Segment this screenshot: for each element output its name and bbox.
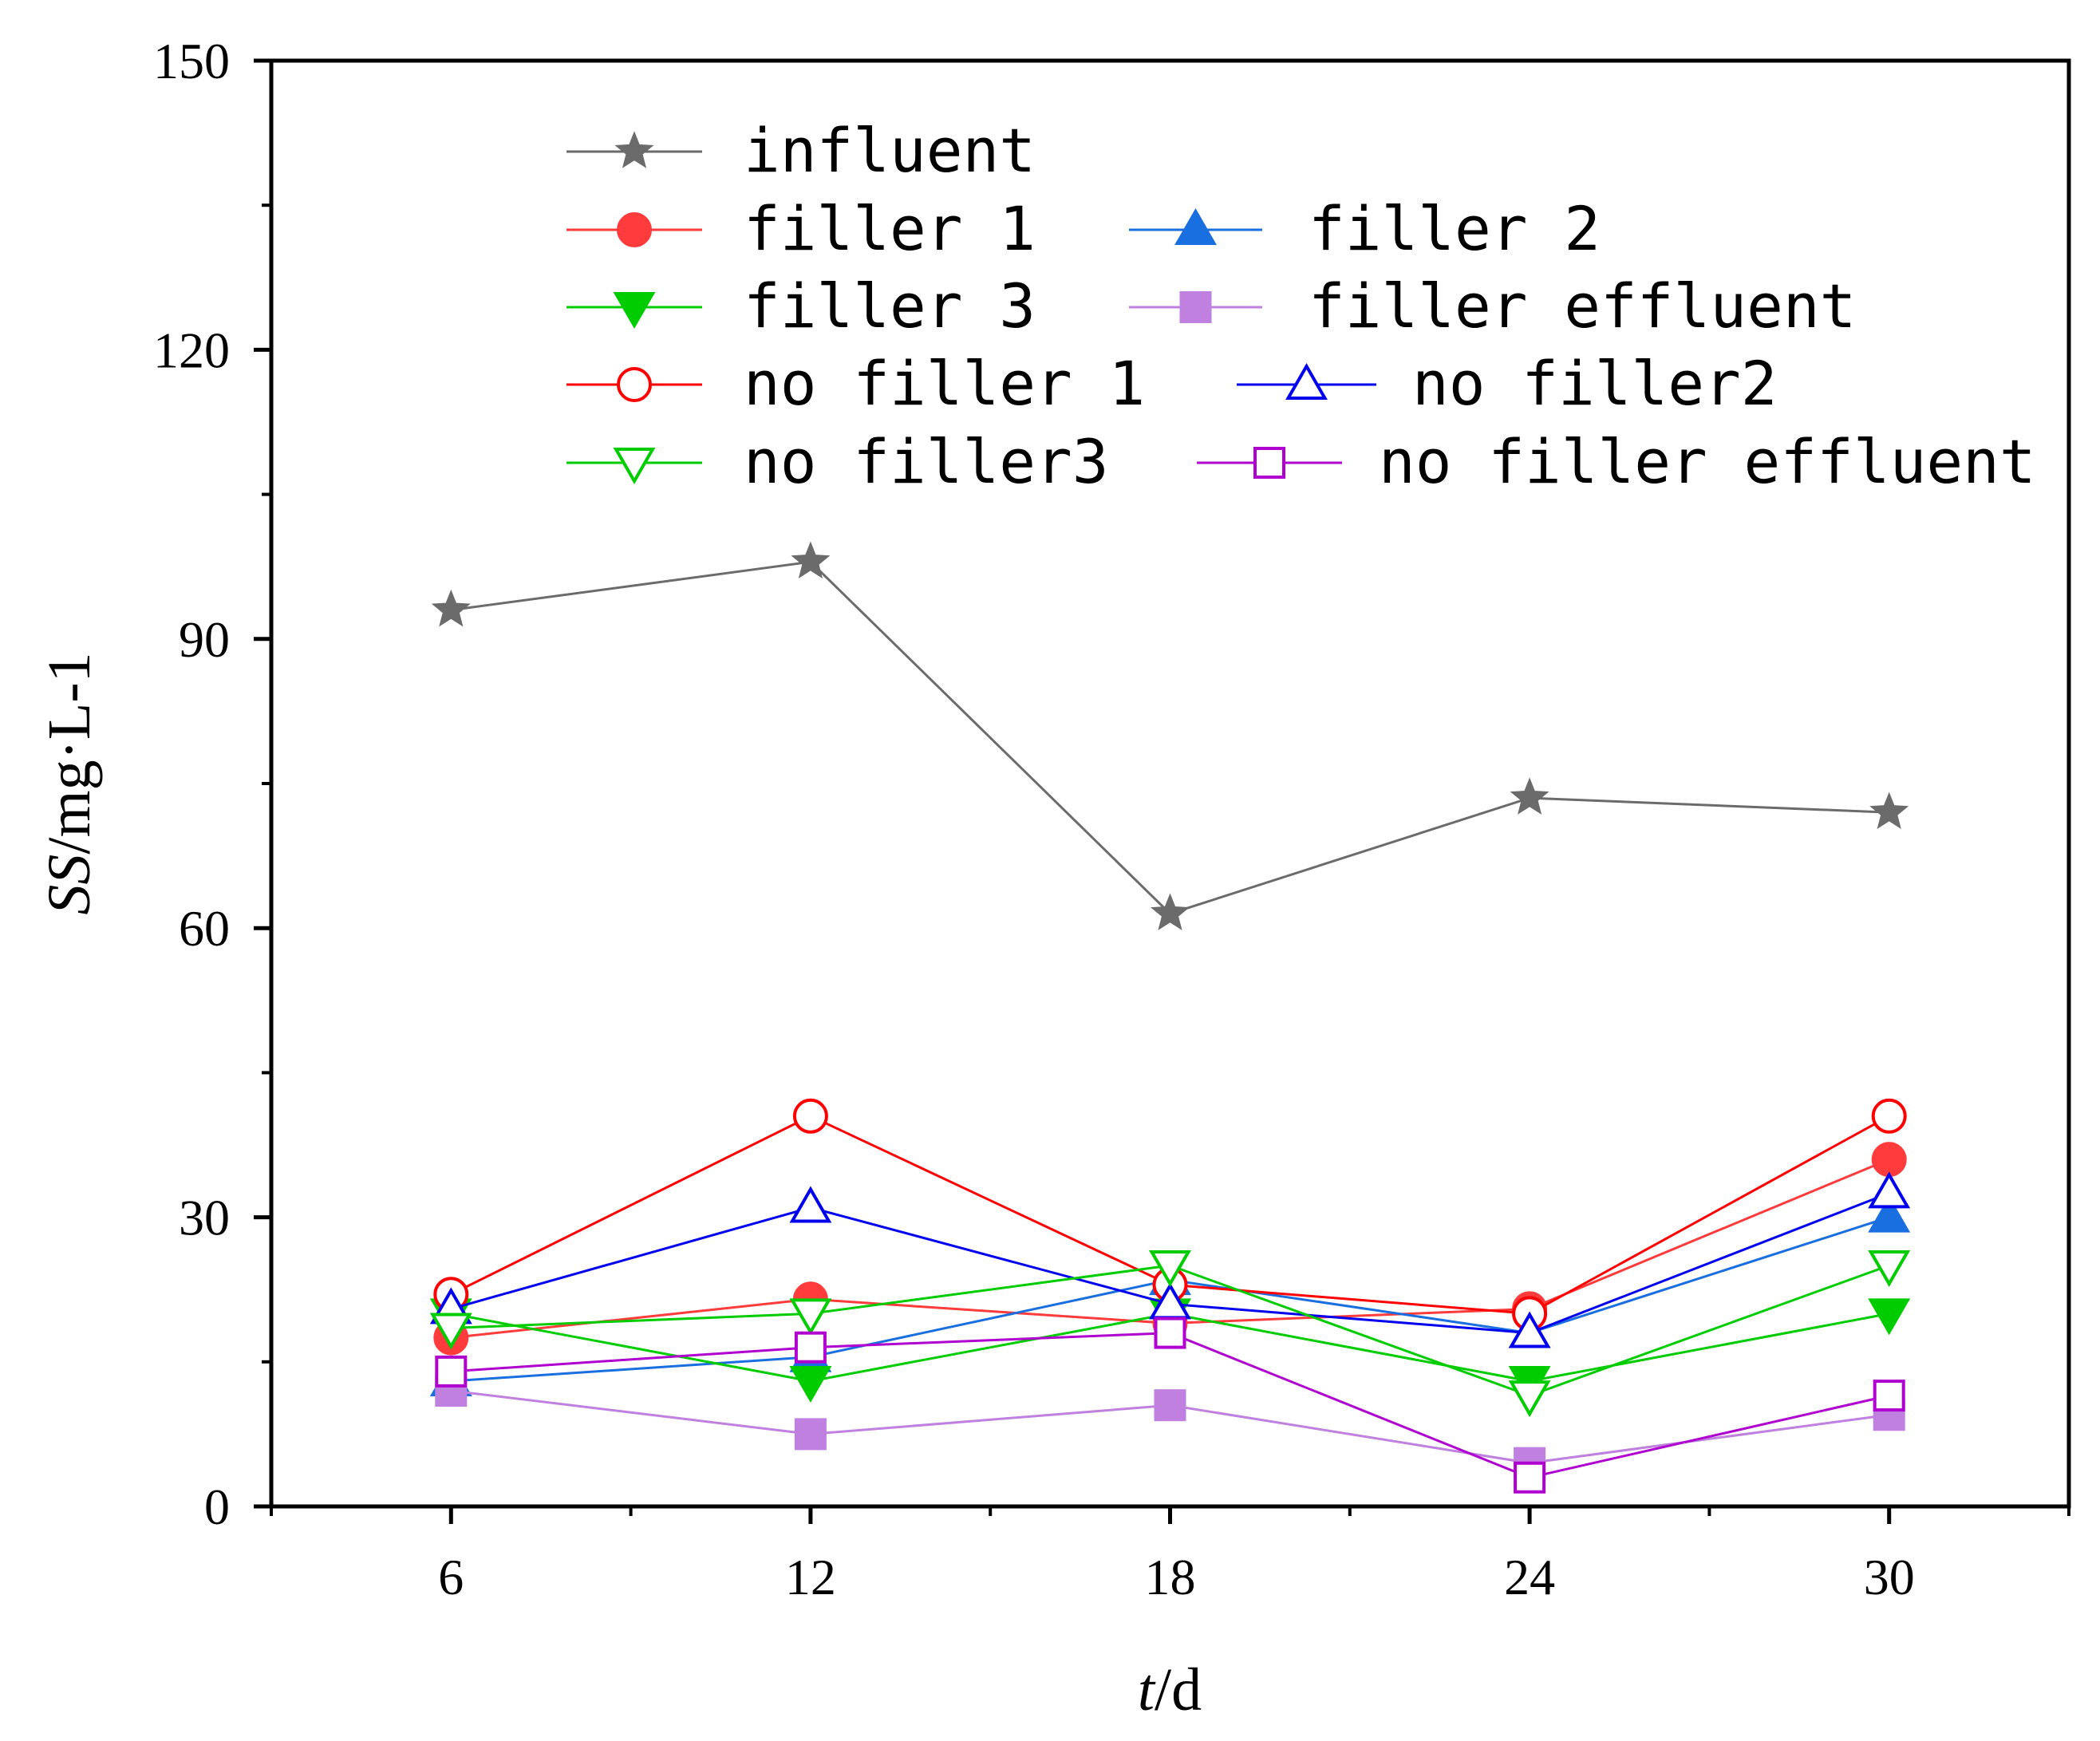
y-axis-title-italic: SS xyxy=(36,855,103,915)
legend-marker-influent xyxy=(614,131,654,168)
data-point-influent xyxy=(431,589,471,627)
x-tick-label: 30 xyxy=(1864,1549,1915,1605)
legend-entry-no-filler3: no filler3 xyxy=(566,426,1109,497)
legend-entry-influent: influent xyxy=(566,115,1036,186)
x-axis: 6 12 18 24 30 xyxy=(270,1506,2070,1605)
y-tick-label: 120 xyxy=(153,322,230,378)
data-point-no-filler-effluent xyxy=(1873,1380,1905,1412)
legend-entry-no-filler2: no filler2 xyxy=(1237,348,1778,419)
data-point-no-filler-effluent xyxy=(1514,1461,1546,1494)
legend-label-filler-2: filler 2 xyxy=(1309,193,1601,264)
series-no-filler3 xyxy=(429,1250,1911,1418)
x-tick-label: 18 xyxy=(1145,1549,1196,1605)
data-point-no-filler-1 xyxy=(792,1098,828,1134)
legend-entry-filler-effluent: filler effluent xyxy=(1129,270,1856,341)
data-point-influent xyxy=(1510,777,1549,815)
series-influent xyxy=(431,541,1909,930)
data-point-no-filler-effluent xyxy=(794,1331,827,1364)
data-point-filler-effluent xyxy=(794,1418,827,1451)
data-point-no-filler2 xyxy=(1508,1311,1551,1348)
series-line-influent xyxy=(451,560,1889,915)
legend-label-no-filler-1: no filler 1 xyxy=(744,348,1145,419)
legend-marker-filler-2 xyxy=(1174,207,1217,245)
data-point-no-filler3 xyxy=(1868,1250,1911,1288)
x-axis-title-italic: t xyxy=(1138,1656,1156,1723)
y-axis: 0 30 60 90 120 150 xyxy=(153,33,271,1535)
data-point-no-filler3 xyxy=(789,1298,832,1336)
data-point-influent xyxy=(1151,893,1190,930)
legend-label-filler-3: filler 3 xyxy=(744,270,1036,341)
data-point-no-filler-effluent xyxy=(1154,1317,1186,1349)
data-point-influent xyxy=(1869,792,1909,830)
y-axis-title-rest: /mg·L-1 xyxy=(36,652,103,854)
x-axis-title-rest: /d xyxy=(1155,1656,1202,1723)
legend-label-no-filler2: no filler2 xyxy=(1412,348,1778,419)
data-point-no-filler3 xyxy=(1508,1380,1551,1418)
x-tick-label: 6 xyxy=(438,1549,464,1605)
data-point-filler-1 xyxy=(1871,1142,1907,1178)
legend-entry-filler-2: filler 2 xyxy=(1129,193,1601,264)
y-axis-title: SS/mg·L-1 xyxy=(36,652,103,914)
series-no-filler-effluent xyxy=(435,1317,1905,1494)
legend-marker-filler-effluent xyxy=(1179,291,1212,323)
y-tick-label: 30 xyxy=(179,1190,230,1246)
legend-label-influent: influent xyxy=(744,115,1036,186)
data-point-no-filler-1 xyxy=(1871,1098,1907,1134)
x-tick-label: 12 xyxy=(785,1549,836,1605)
series-filler-effluent xyxy=(435,1375,1905,1479)
data-point-filler-effluent xyxy=(1154,1389,1186,1422)
series-no-filler2 xyxy=(429,1171,1911,1348)
x-tick-label: 24 xyxy=(1504,1549,1555,1605)
data-point-no-filler3 xyxy=(429,1313,472,1350)
legend-entry-filler-1: filler 1 xyxy=(566,193,1036,264)
data-point-filler-2 xyxy=(1868,1195,1911,1233)
data-point-influent xyxy=(791,541,831,579)
legend-marker-no-filler2 xyxy=(1285,362,1328,400)
legend-label-no-filler3: no filler3 xyxy=(744,426,1109,497)
data-point-no-filler3 xyxy=(1149,1250,1191,1288)
legend-marker-filler-3 xyxy=(613,292,656,330)
legend-label-filler-1: filler 1 xyxy=(744,193,1036,264)
legend-entry-no-filler-effluent: no filler effluent xyxy=(1197,426,2036,497)
data-point-no-filler2 xyxy=(1868,1171,1911,1209)
data-point-filler-3 xyxy=(789,1365,832,1403)
legend-marker-no-filler-1 xyxy=(617,367,652,402)
y-tick-label: 90 xyxy=(179,611,230,668)
legend-label-filler-effluent: filler effluent xyxy=(1309,270,1856,341)
y-tick-label: 0 xyxy=(204,1478,230,1535)
legend-entry-filler-3: filler 3 xyxy=(566,270,1036,341)
y-tick-label: 60 xyxy=(179,900,230,957)
legend-entry-no-filler-1: no filler 1 xyxy=(566,348,1145,419)
legend-marker-no-filler-effluent xyxy=(1253,447,1285,479)
legend-marker-no-filler3 xyxy=(613,448,656,485)
data-point-filler-3 xyxy=(1868,1298,1911,1336)
data-point-no-filler2 xyxy=(789,1186,832,1223)
series-layer xyxy=(429,541,1911,1494)
y-tick-label: 150 xyxy=(153,33,230,89)
data-point-no-filler-effluent xyxy=(435,1355,468,1388)
x-axis-title: t/d xyxy=(1138,1656,1202,1723)
legend-label-no-filler-effluent: no filler effluent xyxy=(1379,426,2036,497)
legend-marker-filler-1 xyxy=(617,212,652,247)
